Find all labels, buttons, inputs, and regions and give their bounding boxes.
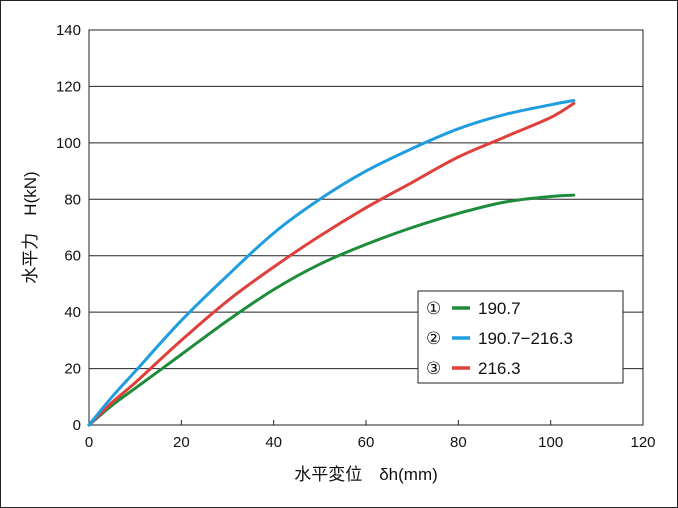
legend-marker: ③ bbox=[426, 359, 441, 378]
x-axis-label: 水平変位 δh(mm) bbox=[294, 465, 438, 484]
x-tick-label: 120 bbox=[630, 434, 655, 451]
legend-label: 190.7−216.3 bbox=[478, 329, 573, 348]
y-tick-label: 140 bbox=[56, 22, 81, 39]
legend-label: 190.7 bbox=[478, 299, 521, 318]
y-tick-label: 0 bbox=[73, 417, 81, 434]
y-tick-label: 120 bbox=[56, 78, 81, 95]
x-tick-label: 0 bbox=[85, 434, 93, 451]
y-tick-label: 60 bbox=[64, 248, 81, 265]
y-tick-label: 20 bbox=[64, 361, 81, 378]
y-tick-label: 100 bbox=[56, 135, 81, 152]
series-line-216-3 bbox=[87, 101, 576, 427]
legend-marker: ① bbox=[426, 299, 441, 318]
y-tick-label: 80 bbox=[64, 191, 81, 208]
y-tick-label: 40 bbox=[64, 304, 81, 321]
series-line-190-7-216-3 bbox=[87, 99, 576, 427]
legend-marker: ② bbox=[426, 329, 441, 348]
legend-label: 216.3 bbox=[478, 359, 521, 378]
x-tick-label: 40 bbox=[265, 434, 282, 451]
x-tick-label: 80 bbox=[450, 434, 467, 451]
y-axis-label: 水平力 H(kN) bbox=[21, 171, 40, 283]
series-line-190-7 bbox=[87, 193, 576, 427]
x-tick-label: 60 bbox=[358, 434, 375, 451]
x-tick-label: 20 bbox=[173, 434, 190, 451]
x-tick-label: 100 bbox=[538, 434, 563, 451]
